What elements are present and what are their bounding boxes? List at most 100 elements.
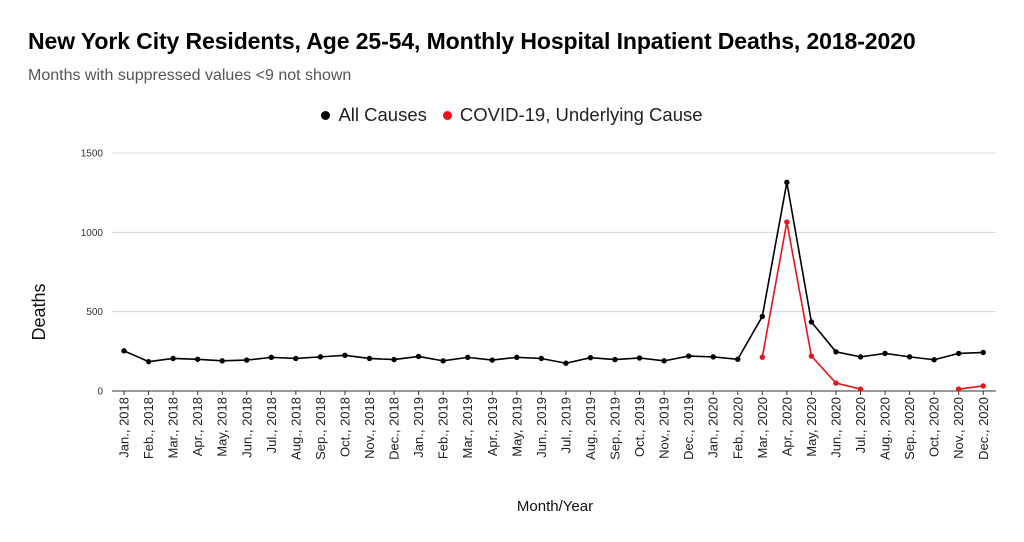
x-tick-label: Nov., 2018 xyxy=(362,397,377,459)
x-tick-label: Nov., 2019 xyxy=(657,397,672,459)
data-point-series-0 xyxy=(906,354,913,360)
x-tick-label: Dec., 2020 xyxy=(976,397,991,460)
data-point-series-0 xyxy=(685,353,692,359)
x-tick-label: Apr., 2020 xyxy=(779,397,794,456)
data-point-series-0 xyxy=(415,353,422,360)
legend-item-covid: COVID-19, Underlying Cause xyxy=(442,104,703,126)
data-point-series-0 xyxy=(980,349,986,356)
y-tick-label: 1000 xyxy=(81,228,104,239)
y-axis-title: Deaths xyxy=(29,283,49,340)
y-tick-label: 0 xyxy=(97,387,103,398)
x-tick-label: May, 2018 xyxy=(215,397,230,457)
x-tick-label: Jan., 2019 xyxy=(411,397,426,458)
x-tick-label: Aug., 2018 xyxy=(288,397,303,460)
x-tick-label: Sep., 2020 xyxy=(902,397,917,460)
x-tick-label: Oct., 2018 xyxy=(337,397,352,457)
x-tick-label: May, 2019 xyxy=(509,397,524,457)
x-tick-label: Mar., 2019 xyxy=(460,397,475,458)
data-point-series-0 xyxy=(465,354,471,361)
data-point-series-0 xyxy=(366,355,373,362)
data-point-series-1 xyxy=(857,386,864,392)
data-point-series-0 xyxy=(293,355,299,362)
data-point-series-0 xyxy=(121,348,127,354)
x-tick-label: Jan., 2020 xyxy=(706,397,721,458)
x-tick-label: Apr., 2019 xyxy=(485,397,500,456)
data-point-series-0 xyxy=(538,355,545,362)
legend-marker-all-causes xyxy=(321,110,331,120)
x-tick-label: Feb., 2020 xyxy=(730,397,745,459)
y-tick-label: 500 xyxy=(86,307,103,318)
x-tick-label: Jul., 2018 xyxy=(264,397,279,453)
x-tick-label: Dec., 2018 xyxy=(387,397,402,460)
data-point-series-0 xyxy=(710,354,716,360)
gridlines xyxy=(112,152,996,392)
data-point-series-0 xyxy=(931,357,937,363)
data-point-series-0 xyxy=(563,360,569,366)
x-tick-label: Mar., 2018 xyxy=(166,397,181,458)
x-axis-title: Month/Year xyxy=(517,498,593,515)
series-points xyxy=(121,179,986,392)
data-point-series-0 xyxy=(735,356,741,362)
data-point-series-0 xyxy=(219,358,225,364)
data-point-series-0 xyxy=(391,356,397,363)
y-tick-label: 1500 xyxy=(81,149,104,160)
data-point-series-0 xyxy=(857,354,864,360)
data-point-series-0 xyxy=(268,354,274,361)
data-point-series-0 xyxy=(194,356,201,362)
series-line-1 xyxy=(761,221,861,390)
data-point-series-0 xyxy=(784,179,790,186)
data-point-series-0 xyxy=(440,358,446,364)
x-tick-label: Jun., 2019 xyxy=(534,397,549,458)
data-point-series-0 xyxy=(956,350,962,357)
chart-title: New York City Residents, Age 25-54, Mont… xyxy=(28,28,916,54)
x-tick-label: Oct., 2019 xyxy=(632,397,647,457)
data-point-series-0 xyxy=(170,355,176,362)
data-point-series-0 xyxy=(636,355,643,361)
x-tick-label: Sep., 2018 xyxy=(313,397,328,460)
data-point-series-0 xyxy=(882,350,888,357)
x-tick-label: Jul., 2020 xyxy=(853,397,868,453)
chart-subtitle: Months with suppressed values <9 not sho… xyxy=(28,67,352,84)
x-tick-label: May, 2020 xyxy=(804,397,819,457)
legend: All Causes COVID-19, Underlying Cause xyxy=(0,104,1024,126)
data-point-series-0 xyxy=(244,357,250,363)
x-tick-label: Aug., 2020 xyxy=(878,397,893,460)
data-point-series-0 xyxy=(145,358,152,365)
data-point-series-0 xyxy=(587,354,594,361)
data-point-series-0 xyxy=(759,313,765,320)
legend-item-all-causes: All Causes xyxy=(321,104,427,126)
data-point-series-0 xyxy=(514,354,520,361)
x-tick-label: Nov., 2020 xyxy=(951,397,966,459)
x-tick-label: Dec., 2019 xyxy=(681,397,696,460)
data-point-series-1 xyxy=(784,219,790,225)
legend-label-all-causes: All Causes xyxy=(338,104,427,125)
x-tick-label: Jan., 2018 xyxy=(117,397,132,458)
series-lines xyxy=(123,181,984,390)
data-point-series-0 xyxy=(612,356,618,363)
series-line-1 xyxy=(958,385,984,390)
data-point-series-0 xyxy=(661,358,667,364)
data-point-series-0 xyxy=(833,349,839,355)
series-line-0 xyxy=(123,181,984,365)
data-point-series-1 xyxy=(980,383,986,389)
data-point-series-1 xyxy=(808,353,815,359)
x-tick-label: Mar., 2020 xyxy=(755,397,770,458)
x-tick-label: Jun., 2018 xyxy=(239,397,254,458)
legend-label-covid: COVID-19, Underlying Cause xyxy=(459,104,703,125)
x-tick-label: Feb., 2019 xyxy=(436,397,451,459)
x-tick-labels: Jan., 2018 Feb., 2018 Mar., 2018 Apr., 2018… xyxy=(117,391,991,460)
data-point-series-0 xyxy=(808,319,815,325)
data-point-series-0 xyxy=(489,357,495,363)
data-point-series-0 xyxy=(317,354,324,360)
x-tick-label: Sep., 2019 xyxy=(608,397,623,460)
x-tick-label: Oct., 2020 xyxy=(927,397,942,457)
x-tick-label: Feb., 2018 xyxy=(141,397,156,459)
data-point-series-1 xyxy=(833,380,839,386)
x-tick-label: Aug., 2019 xyxy=(583,397,598,460)
y-tick-labels: 0 500 1000 1500 xyxy=(81,149,104,398)
data-point-series-1 xyxy=(956,386,962,392)
x-tick-label: Apr., 2018 xyxy=(190,397,205,456)
x-tick-label: Jul., 2019 xyxy=(558,397,573,453)
legend-marker-covid xyxy=(442,110,452,120)
